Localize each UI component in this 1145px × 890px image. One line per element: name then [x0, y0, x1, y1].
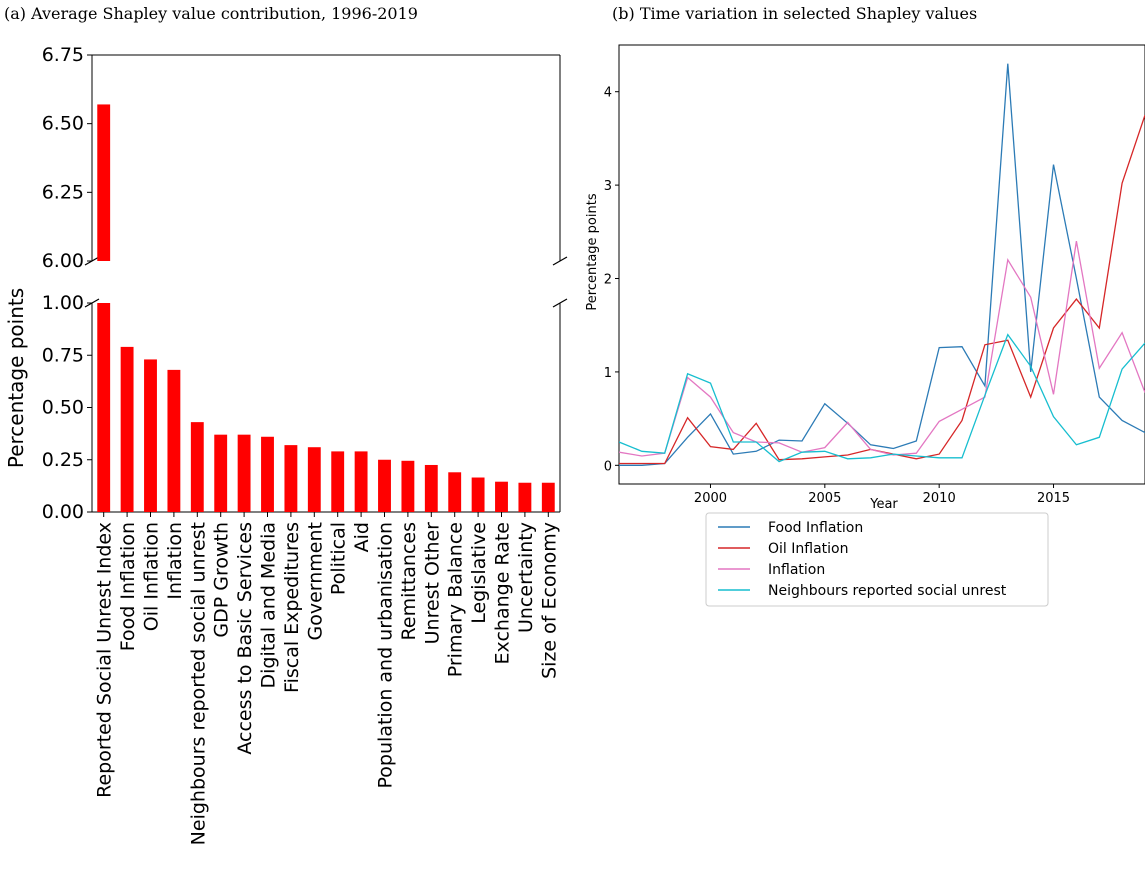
bar-upper-part: [97, 104, 111, 261]
x-tick-label: Uncertainty: [515, 522, 537, 633]
x-tick-label: Fiscal Expeditures: [281, 522, 303, 693]
lower-y-tick-label: 0.25: [42, 449, 84, 471]
panel-b-legend: Food Inflation Oil Inflation Inflation Neig…: [705, 512, 1049, 607]
x-tick-label: Aid: [351, 522, 373, 552]
x-tick-label: Political: [328, 522, 350, 595]
x-tick-label: Remittances: [398, 522, 420, 640]
bar: [378, 459, 391, 512]
bar: [167, 369, 181, 512]
bar: [541, 482, 555, 512]
lower-y-tick-label: 0.50: [42, 397, 84, 419]
bar-lower-part: [97, 303, 111, 512]
panel-b-line-chart: (b) Time variation in selected Shapley v…: [585, 4, 1145, 607]
bar: [495, 481, 508, 512]
x-tick-label: Oil Inflation: [141, 522, 163, 631]
x-tick-label: Inflation: [164, 522, 186, 600]
panel-a-ylabel: Percentage points: [4, 288, 28, 468]
legend-label: Neighbours reported social unrest: [768, 583, 1007, 599]
y-tick-label: 2: [604, 273, 612, 288]
x-tick-label: Food Inflation: [117, 522, 139, 651]
series-line: [619, 114, 1145, 465]
axis-break-mark: [552, 256, 568, 266]
x-tick-label: Access to Basic Services: [234, 522, 256, 755]
bar: [120, 346, 134, 512]
legend-box: [705, 512, 1049, 607]
bar: [331, 451, 345, 512]
legend-label: Food Inflation: [768, 520, 863, 536]
x-tick-label: Population and urbanisation: [375, 522, 397, 788]
x-tick-label: Legislative: [468, 522, 490, 624]
upper-y-tick-label: 6.00: [42, 250, 84, 272]
panel-b-axes: 2000 2005 2010 2015 0 1 2 3 4: [604, 44, 1145, 506]
legend-label: Oil Inflation: [768, 541, 848, 557]
bar: [448, 472, 462, 512]
x-tick-label: GDP Growth: [211, 522, 233, 638]
bar: [354, 451, 368, 512]
bar: [261, 436, 274, 512]
bar: [471, 477, 485, 512]
y-tick-label: 1: [604, 366, 612, 381]
bar: [424, 464, 438, 512]
x-tick-label: Digital and Media: [258, 522, 280, 689]
x-tick-label: Primary Balance: [445, 522, 467, 677]
upper-y-tick-label: 6.50: [42, 113, 84, 135]
x-tick-label: 2010: [923, 491, 956, 506]
bar: [518, 482, 532, 512]
panel-a-title: (a) Average Shapley value contribution, …: [4, 4, 418, 23]
x-tick-label: Neighbours reported social unrest: [187, 522, 209, 845]
x-tick-label: Government: [304, 522, 326, 641]
panel-b-series-lines: [619, 63, 1145, 466]
x-tick-label: Exchange Rate: [492, 522, 514, 664]
series-line: [619, 240, 1145, 457]
x-tick-label: Size of Economy: [538, 522, 560, 679]
upper-y-tick-label: 6.75: [42, 44, 84, 66]
panel-a-x-tick-labels: Reported Social Unrest Index Food Inflati…: [94, 512, 560, 845]
y-tick-label: 3: [604, 179, 612, 194]
bar: [190, 422, 204, 512]
bar: [144, 359, 157, 512]
panel-a-upper-axes: 6.00 6.25 6.50 6.75: [42, 44, 568, 308]
bar: [214, 434, 228, 512]
series-line: [619, 63, 1145, 466]
x-tick-label: Reported Social Unrest Index: [94, 522, 116, 798]
panel-a-bar-chart: (a) Average Shapley value contribution, …: [4, 4, 568, 845]
lower-y-tick-label: 0.00: [42, 501, 84, 523]
upper-y-tick-label: 6.25: [42, 181, 84, 203]
y-tick-label: 4: [604, 86, 612, 101]
x-tick-label: 2000: [694, 491, 727, 506]
x-tick-label: 2015: [1037, 491, 1070, 506]
lower-y-tick-label: 0.75: [42, 344, 84, 366]
x-tick-label: 2005: [808, 491, 841, 506]
x-tick-label: Unrest Other: [421, 522, 443, 645]
plot-frame: [618, 44, 1145, 485]
panel-b-xlabel: Year: [869, 497, 898, 512]
bar: [307, 447, 321, 512]
lower-y-tick-label: 1.00: [42, 292, 84, 314]
panel-a-bars: [97, 104, 555, 512]
series-line: [619, 333, 1145, 463]
bar: [284, 445, 298, 512]
panel-b-ylabel: Percentage points: [585, 193, 600, 310]
legend-label: Inflation: [768, 562, 825, 578]
y-tick-label: 0: [604, 459, 612, 474]
panel-b-title: (b) Time variation in selected Shapley v…: [612, 4, 977, 23]
bar: [401, 460, 415, 512]
bar: [237, 434, 251, 512]
